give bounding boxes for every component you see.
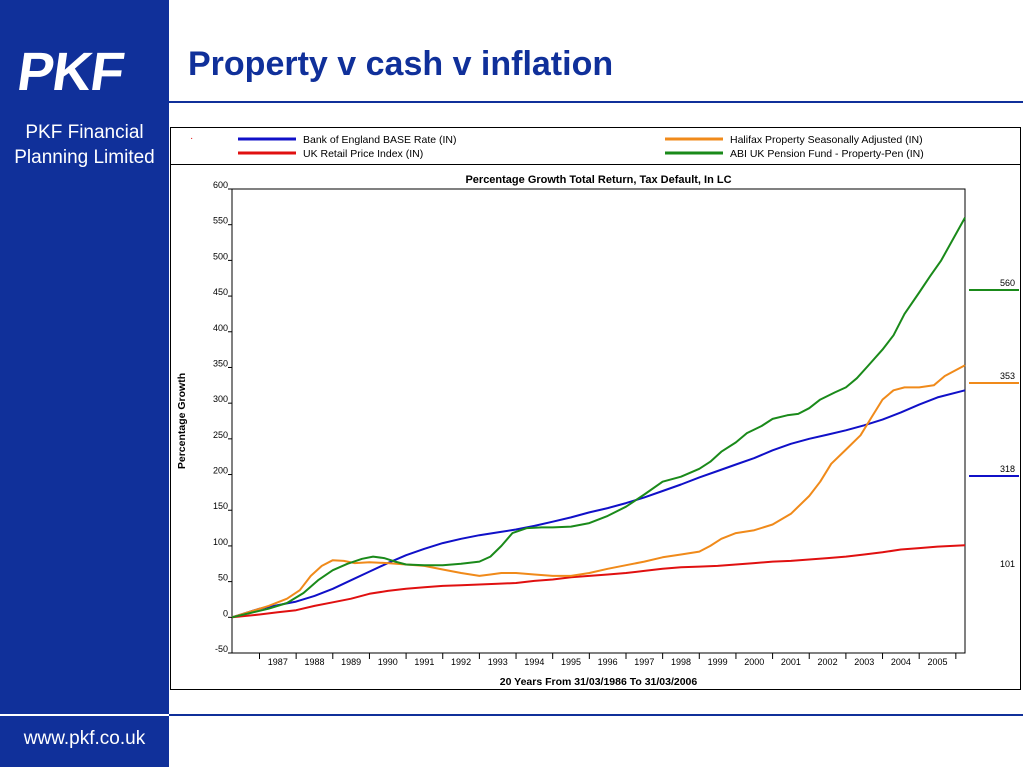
- company-name-line2: Planning Limited: [14, 147, 155, 168]
- y-tick-label: 600: [213, 180, 228, 190]
- footer-divider: [169, 714, 1023, 716]
- x-tick-label: 2001: [781, 657, 801, 667]
- end-value-label: 560: [1000, 278, 1015, 288]
- x-tick-label: 2005: [927, 657, 947, 667]
- y-tick-label: 400: [213, 323, 228, 333]
- y-tick-label: 50: [218, 573, 228, 583]
- website-link[interactable]: www.pkf.co.uk: [23, 728, 146, 749]
- x-tick-label: 1987: [268, 657, 288, 667]
- y-tick-label: 450: [213, 287, 228, 297]
- y-tick-label: 500: [213, 251, 228, 261]
- series-line: [231, 544, 966, 619]
- x-tick-label: 1990: [378, 657, 398, 667]
- legend-label: ABI UK Pension Fund - Property-Pen (IN): [730, 148, 924, 160]
- company-name: PKF Financial Planning Limited: [0, 120, 169, 170]
- end-value-label: 353: [1000, 371, 1015, 381]
- y-tick-label: 0: [223, 608, 228, 618]
- y-tick-label: 350: [213, 358, 228, 368]
- x-tick-label: 1995: [561, 657, 581, 667]
- y-tick-label: -50: [215, 644, 228, 654]
- x-tick-label: 1992: [451, 657, 471, 667]
- y-axis-label: Percentage Growth: [176, 373, 188, 469]
- x-tick-label: 2004: [891, 657, 911, 667]
- x-tick-label: 2002: [818, 657, 838, 667]
- chart-frame: [170, 127, 1021, 690]
- x-tick-label: 1997: [634, 657, 654, 667]
- x-tick-label: 1994: [524, 657, 544, 667]
- y-tick-label: 100: [213, 537, 228, 547]
- x-tick-label: 2000: [744, 657, 764, 667]
- legend-dot: ·: [190, 133, 193, 144]
- legend-divider: [170, 164, 1021, 165]
- y-tick-label: 150: [213, 501, 228, 511]
- y-tick-label: 250: [213, 430, 228, 440]
- series-line: [231, 389, 966, 619]
- y-tick-label: 300: [213, 394, 228, 404]
- title-divider: [169, 101, 1023, 103]
- x-tick-label: 1988: [304, 657, 324, 667]
- y-tick-label: 200: [213, 466, 228, 476]
- x-tick-label: 1998: [671, 657, 691, 667]
- series-line: [231, 217, 966, 619]
- slide-title: Property v cash v inflation: [188, 45, 614, 83]
- x-tick-label: 1999: [708, 657, 728, 667]
- x-axis-label: 20 Years From 31/03/1986 To 31/03/2006: [500, 676, 698, 688]
- plot-area: [231, 188, 966, 654]
- chart-title: Percentage Growth Total Return, Tax Defa…: [465, 174, 731, 186]
- legend-label: UK Retail Price Index (IN): [303, 148, 423, 160]
- series-line: [231, 364, 966, 619]
- legend-label: Bank of England BASE Rate (IN): [303, 134, 457, 146]
- x-tick-label: 1989: [341, 657, 361, 667]
- x-tick-label: 2003: [854, 657, 874, 667]
- x-tick-label: 1991: [414, 657, 434, 667]
- legend-label: Halifax Property Seasonally Adjusted (IN…: [730, 134, 923, 146]
- end-value-label: 101: [1000, 559, 1015, 569]
- sidebar-divider: [0, 714, 169, 716]
- end-value-label: 318: [1000, 464, 1015, 474]
- x-tick-label: 1993: [488, 657, 508, 667]
- sidebar: PKF PKF Financial Planning Limited www.p…: [0, 0, 169, 767]
- x-tick-label: 1996: [598, 657, 618, 667]
- company-name-line1: PKF Financial: [25, 122, 144, 143]
- y-tick-label: 550: [213, 216, 228, 226]
